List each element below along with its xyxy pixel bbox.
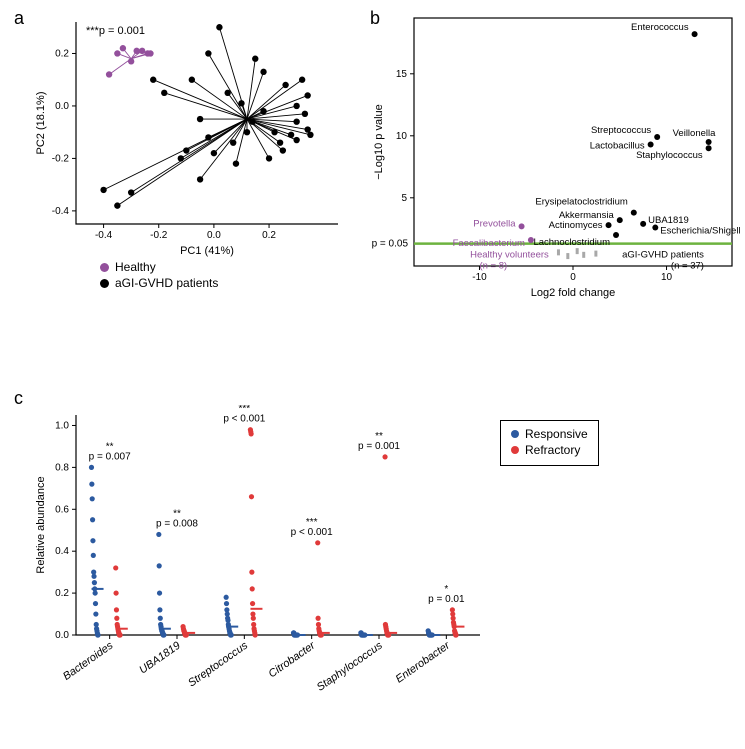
svg-text:0.6: 0.6 xyxy=(55,504,69,515)
svg-text:-10: -10 xyxy=(472,272,487,283)
svg-text:(n = 37): (n = 37) xyxy=(671,261,704,272)
svg-text:Faecalibacterium: Faecalibacterium xyxy=(453,238,525,249)
legend-dot-refractory xyxy=(511,446,519,454)
svg-text:p < 0.001: p < 0.001 xyxy=(223,414,265,425)
svg-text:***p = 0.001: ***p = 0.001 xyxy=(86,25,145,37)
svg-text:PC2 (18.1%): PC2 (18.1%) xyxy=(35,92,47,155)
panel-label-c: c xyxy=(14,388,23,409)
svg-text:5: 5 xyxy=(401,193,407,204)
svg-text:Streptococcus: Streptococcus xyxy=(591,125,651,136)
svg-text:p < 0.001: p < 0.001 xyxy=(291,527,333,538)
svg-text:Prevotella: Prevotella xyxy=(473,218,516,229)
svg-text:0.0: 0.0 xyxy=(55,101,69,112)
svg-text:Streptococcus: Streptococcus xyxy=(186,639,250,689)
svg-text:0.8: 0.8 xyxy=(55,462,69,473)
panel-label-a: a xyxy=(14,8,24,29)
svg-text:p = 0.007: p = 0.007 xyxy=(89,451,131,462)
svg-text:-0.2: -0.2 xyxy=(150,230,168,241)
svg-text:(n = 8): (n = 8) xyxy=(479,261,507,272)
svg-text:Escherichia/Shigella: Escherichia/Shigella xyxy=(660,226,740,237)
svg-text:0.0: 0.0 xyxy=(55,630,69,641)
svg-text:Staphylococcus: Staphylococcus xyxy=(315,639,385,693)
svg-text:Healthy volunteers: Healthy volunteers xyxy=(470,250,549,261)
svg-text:Veillonella: Veillonella xyxy=(673,128,716,139)
panel-c-legend: Responsive Refractory xyxy=(500,420,599,466)
legend-healthy-label: Healthy xyxy=(115,260,156,274)
svg-text:0.2: 0.2 xyxy=(55,588,69,599)
svg-text:Enterococcus: Enterococcus xyxy=(631,22,689,33)
svg-text:p = 0.05: p = 0.05 xyxy=(372,239,409,250)
svg-text:15: 15 xyxy=(396,69,408,80)
legend-patients-label: aGI-GVHD patients xyxy=(115,276,218,290)
svg-text:0.2: 0.2 xyxy=(55,48,69,59)
svg-text:10: 10 xyxy=(661,272,673,283)
svg-text:0.4: 0.4 xyxy=(55,546,69,557)
legend-dot-patients xyxy=(100,279,109,288)
svg-text:UBA1819: UBA1819 xyxy=(648,215,689,226)
svg-text:10: 10 xyxy=(396,131,408,142)
svg-text:Log2 fold change: Log2 fold change xyxy=(531,287,615,299)
svg-text:Actinomyces: Actinomyces xyxy=(549,220,603,231)
panel-c-stripchart: 0.0 0.2 0.4 0.6 0.8 1.0 Relative abundance Bact… xyxy=(30,405,490,715)
svg-text:1.0: 1.0 xyxy=(55,420,69,431)
legend-dot-healthy xyxy=(100,263,109,272)
panel-a-legend: Healthy aGI-GVHD patients xyxy=(100,260,218,292)
svg-text:-0.2: -0.2 xyxy=(52,153,70,164)
svg-text:Lachnoclostridium: Lachnoclostridium xyxy=(533,237,610,248)
svg-text:aGI-GVHD patients: aGI-GVHD patients xyxy=(622,250,704,261)
svg-text:0.2: 0.2 xyxy=(262,230,276,241)
svg-text:UBA1819: UBA1819 xyxy=(137,640,182,677)
svg-text:-0.4: -0.4 xyxy=(52,206,70,217)
svg-text:0.0: 0.0 xyxy=(207,230,221,241)
svg-text:p = 0.008: p = 0.008 xyxy=(156,518,198,529)
svg-text:0: 0 xyxy=(570,272,576,283)
legend-responsive-label: Responsive xyxy=(525,427,588,441)
legend-refractory-label: Refractory xyxy=(525,443,580,457)
legend-dot-responsive xyxy=(511,430,519,438)
panel-a-scatter: -0.4 -0.2 0.0 0.2 -0.4 -0.2 0.0 0.2 PC1 (41%) PC2… xyxy=(30,10,350,260)
svg-text:p = 0.001: p = 0.001 xyxy=(358,441,400,452)
svg-text:Staphylococcus: Staphylococcus xyxy=(636,150,703,161)
panel-b-volcano: -10 0 10 5 10 15 Log2 fold change −Log10 p valu… xyxy=(370,10,740,300)
svg-text:p = 0.01: p = 0.01 xyxy=(428,594,465,605)
svg-text:PC1 (41%): PC1 (41%) xyxy=(180,245,234,257)
svg-text:-0.4: -0.4 xyxy=(95,230,113,241)
svg-text:Relative abundance: Relative abundance xyxy=(35,476,47,573)
svg-text:Enterobacter: Enterobacter xyxy=(394,639,454,686)
svg-text:Erysipelatoclostridium: Erysipelatoclostridium xyxy=(535,197,627,208)
svg-text:−Log10 p value: −Log10 p value xyxy=(373,104,385,180)
svg-text:Citrobacter: Citrobacter xyxy=(266,639,318,680)
svg-text:Bacteroides: Bacteroides xyxy=(61,639,116,682)
